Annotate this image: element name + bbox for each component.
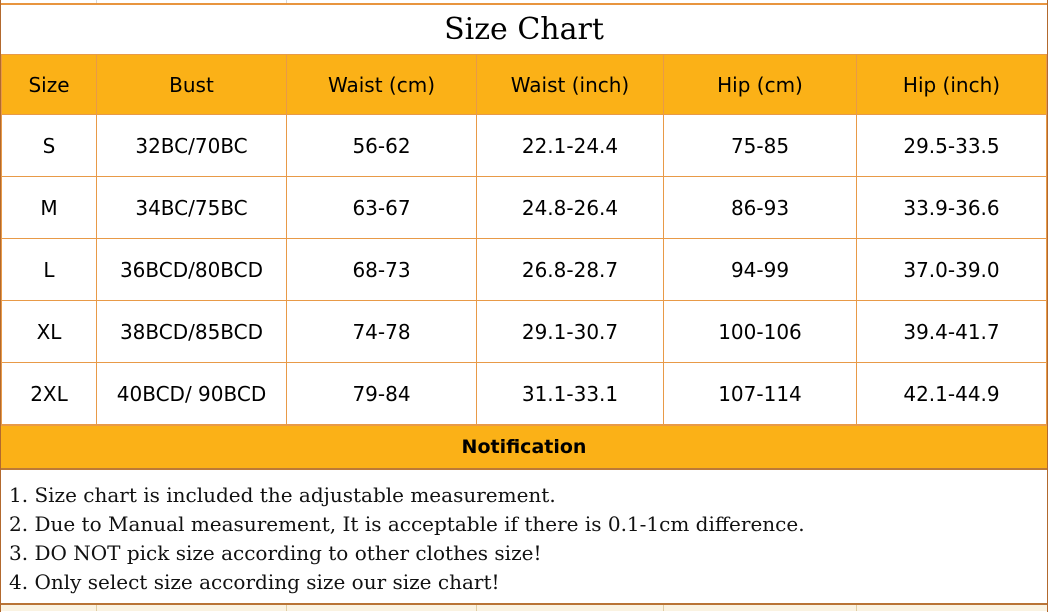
table-cell: 63-67: [286, 176, 477, 239]
table-cell: 37.0-39.0: [856, 238, 1047, 301]
table-cell: 22.1-24.4: [476, 114, 664, 177]
size-label-cell: S: [1, 114, 97, 177]
grid-divider: [96, 605, 97, 611]
note-line: 1. Size chart is included the adjustable…: [9, 483, 556, 507]
table-cell: 94-99: [663, 238, 857, 301]
column-header-waist-inch: Waist (inch): [476, 54, 664, 115]
grid-divider: [663, 605, 664, 611]
size-label-cell: XL: [1, 300, 97, 363]
table-cell: 86-93: [663, 176, 857, 239]
column-header-hip-cm: Hip (cm): [663, 54, 857, 115]
table-cell: 24.8-26.4: [476, 176, 664, 239]
size-row-s: S 32BC/70BC 56-62 22.1-24.4 75-85 29.5-3…: [1, 114, 1047, 177]
table-cell: 29.1-30.7: [476, 300, 664, 363]
grid-divider: [286, 0, 287, 3]
size-row-xl: XL 38BCD/85BCD 74-78 29.1-30.7 100-106 3…: [1, 300, 1047, 363]
table-cell: 79-84: [286, 362, 477, 425]
size-label-cell: L: [1, 238, 97, 301]
note-line: 3. DO NOT pick size according to other c…: [9, 541, 542, 565]
grid-divider: [856, 605, 857, 611]
size-row-2xl: 2XL 40BCD/ 90BCD 79-84 31.1-33.1 107-114…: [1, 362, 1047, 425]
table-cell: 100-106: [663, 300, 857, 363]
note-line: 4. Only select size according size our s…: [9, 570, 500, 594]
table-cell: 31.1-33.1: [476, 362, 664, 425]
notes-section: 1. Size chart is included the adjustable…: [1, 470, 1047, 603]
top-edge-partial-row: [1, 0, 1047, 5]
grid-divider: [96, 0, 97, 3]
table-cell: 74-78: [286, 300, 477, 363]
column-header-waist-cm: Waist (cm): [286, 54, 477, 115]
table-cell: 68-73: [286, 238, 477, 301]
note-line: 2. Due to Manual measurement, It is acce…: [9, 512, 805, 536]
table-cell: 36BCD/80BCD: [96, 238, 287, 301]
table-cell: 39.4-41.7: [856, 300, 1047, 363]
bottom-edge-partial-row: [1, 603, 1047, 611]
table-cell: 26.8-28.7: [476, 238, 664, 301]
header-row: Size Bust Waist (cm) Waist (inch) Hip (c…: [1, 54, 1047, 115]
table-cell: 38BCD/85BCD: [96, 300, 287, 363]
size-row-m: M 34BC/75BC 63-67 24.8-26.4 86-93 33.9-3…: [1, 176, 1047, 239]
size-table: Size Bust Waist (cm) Waist (inch) Hip (c…: [1, 54, 1047, 425]
size-label-cell: 2XL: [1, 362, 97, 425]
table-cell: 40BCD/ 90BCD: [96, 362, 287, 425]
size-row-l: L 36BCD/80BCD 68-73 26.8-28.7 94-99 37.0…: [1, 238, 1047, 301]
table-cell: 56-62: [286, 114, 477, 177]
table-cell: 75-85: [663, 114, 857, 177]
table-cell: 107-114: [663, 362, 857, 425]
table-cell: 32BC/70BC: [96, 114, 287, 177]
grid-divider: [286, 605, 287, 611]
grid-divider: [476, 605, 477, 611]
size-label-cell: M: [1, 176, 97, 239]
table-cell: 34BC/75BC: [96, 176, 287, 239]
table-cell: 33.9-36.6: [856, 176, 1047, 239]
chart-title: Size Chart: [444, 12, 604, 47]
table-cell: 42.1-44.9: [856, 362, 1047, 425]
column-header-bust: Bust: [96, 54, 287, 115]
column-header-hip-inch: Hip (inch): [856, 54, 1047, 115]
notification-banner: Notification: [1, 425, 1047, 470]
table-cell: 29.5-33.5: [856, 114, 1047, 177]
column-header-size: Size: [1, 54, 97, 115]
